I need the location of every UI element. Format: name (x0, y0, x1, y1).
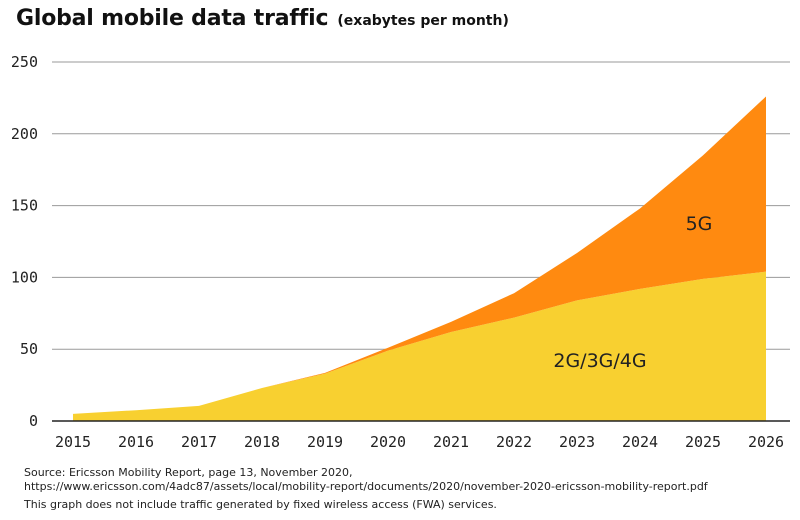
series-label-2g3g4g: 2G/3G/4G (553, 350, 646, 372)
x-tick-label-2024: 2024 (622, 433, 658, 451)
x-tick-label-2015: 2015 (55, 433, 91, 451)
x-tick-label-2022: 2022 (496, 433, 532, 451)
series-label-5g: 5G (686, 213, 713, 235)
source-line-1: Source: Ericsson Mobility Report, page 1… (24, 466, 353, 479)
chart-title: Global mobile data traffic (16, 6, 329, 31)
y-tick-label-250: 250 (11, 53, 38, 71)
chart-title-block: Global mobile data traffic (exabytes per… (16, 6, 509, 31)
x-tick-label-2018: 2018 (244, 433, 280, 451)
x-tick-label-2021: 2021 (433, 433, 469, 451)
y-tick-label-0: 0 (29, 412, 38, 430)
x-tick-label-2017: 2017 (181, 433, 217, 451)
y-tick-label-50: 50 (20, 340, 38, 358)
area-series-layer (73, 96, 766, 421)
chart-subtitle: (exabytes per month) (337, 13, 509, 29)
series-label-layer: 2G/3G/4G 5G (553, 213, 712, 372)
fwa-note: This graph does not include traffic gene… (24, 498, 497, 511)
y-tick-label-200: 200 (11, 125, 38, 143)
x-tick-label-2025: 2025 (685, 433, 721, 451)
x-tick-label-2019: 2019 (307, 433, 343, 451)
y-tick-label-150: 150 (11, 197, 38, 215)
x-tick-label-2023: 2023 (559, 433, 595, 451)
area-5g (73, 96, 766, 414)
x-tick-label-2026: 2026 (748, 433, 784, 451)
y-tick-label-100: 100 (11, 268, 38, 286)
area-2g3g4g (73, 271, 766, 421)
x-tick-label-2020: 2020 (370, 433, 406, 451)
x-tick-label-2016: 2016 (118, 433, 154, 451)
source-footer: Source: Ericsson Mobility Report, page 1… (24, 466, 708, 512)
mobile-traffic-area-chart: 0 50 100 150 200 250 2015 2016 2017 2018 2019 2020 2… (11, 53, 790, 451)
source-url: https://www.ericsson.com/4adc87/assets/l… (24, 480, 708, 493)
axis-layer: 0 50 100 150 200 250 2015 2016 2017 2018 2019 2020 2… (11, 53, 790, 451)
